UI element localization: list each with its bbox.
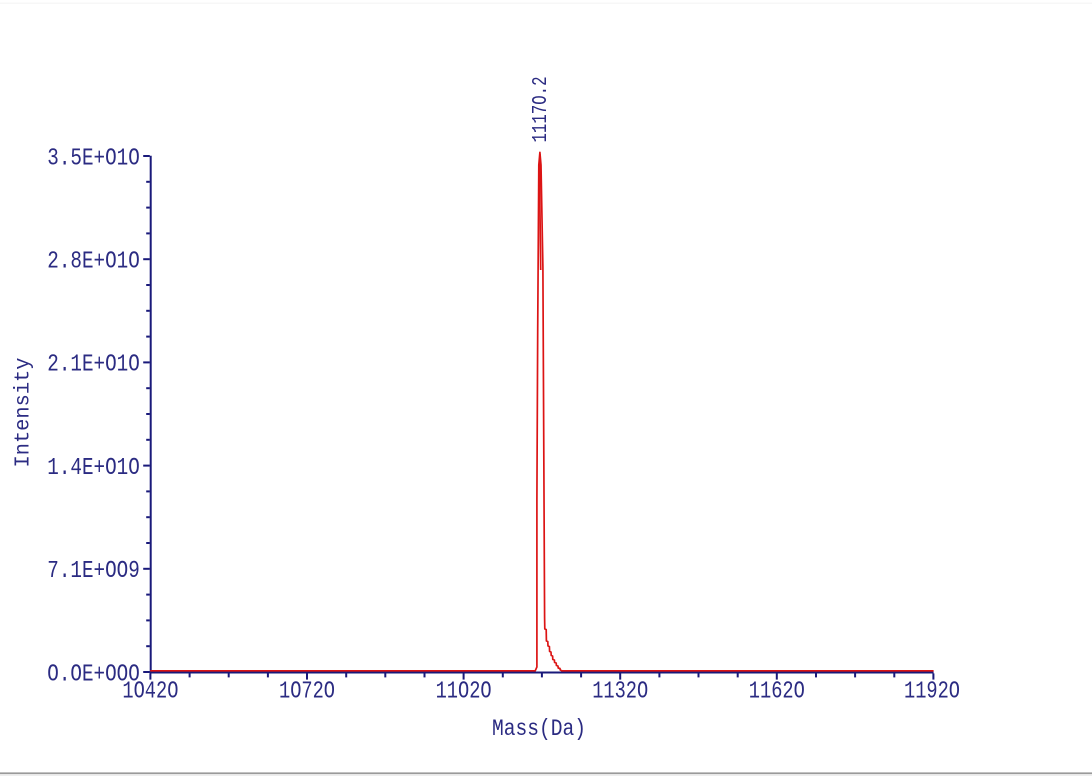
svg-text:Mass(Da): Mass(Da) — [492, 716, 586, 742]
svg-text:1.4E+O1O: 1.4E+O1O — [47, 455, 140, 482]
svg-text:1117O.2: 1117O.2 — [530, 77, 553, 143]
svg-text:O.OE+OOO: O.OE+OOO — [47, 661, 140, 688]
svg-text:1O72O: 1O72O — [279, 679, 335, 706]
svg-text:1O42O: 1O42O — [122, 679, 178, 706]
svg-text:7.1E+OO9: 7.1E+OO9 — [47, 558, 140, 585]
svg-text:1192O: 1192O — [904, 679, 960, 706]
svg-text:1162O: 1162O — [749, 679, 805, 706]
svg-text:3.5E+O1O: 3.5E+O1O — [47, 145, 140, 172]
svg-text:2.8E+O1O: 2.8E+O1O — [47, 249, 140, 276]
svg-text:11O2O: 11O2O — [436, 679, 492, 706]
svg-text:2.1E+O1O: 2.1E+O1O — [47, 352, 140, 379]
svg-text:Intensity: Intensity — [13, 358, 36, 468]
svg-text:1132O: 1132O — [592, 679, 648, 706]
